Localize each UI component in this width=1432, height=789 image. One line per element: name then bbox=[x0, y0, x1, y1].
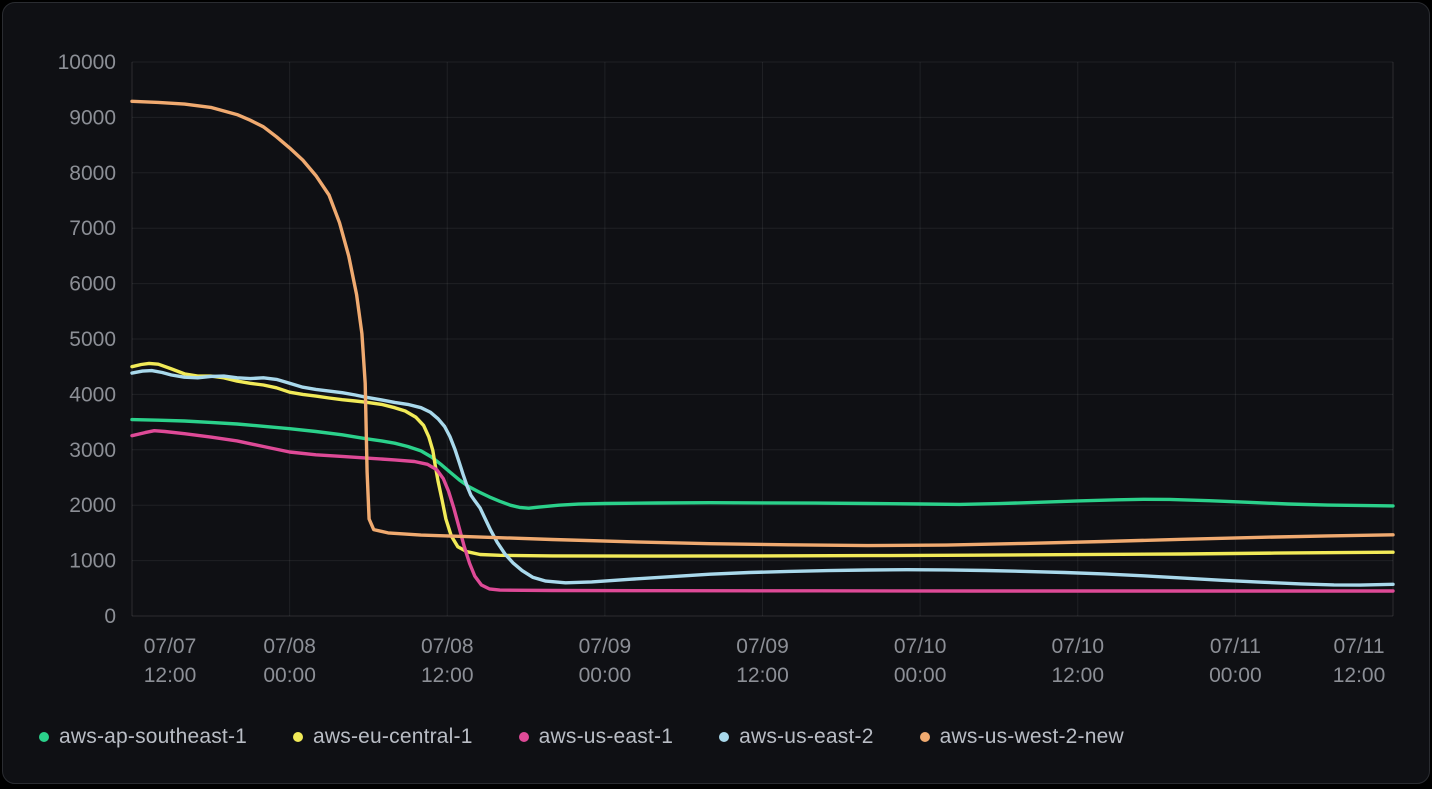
legend-item-aws-ap-southeast-1[interactable]: aws-ap-southeast-1 bbox=[39, 725, 247, 749]
legend-color-dot bbox=[518, 732, 529, 742]
x-tick-label: 07/10 12:00 bbox=[1051, 635, 1104, 687]
legend-color-dot bbox=[39, 732, 49, 742]
chart-legend: aws-ap-southeast-1 aws-eu-central-1 aws-us… bbox=[39, 722, 1124, 752]
x-tick-label: 07/08 00:00 bbox=[263, 635, 316, 687]
y-tick-label: 6000 bbox=[69, 273, 116, 296]
y-tick-label: 5000 bbox=[69, 328, 116, 351]
x-tick-label: 07/10 00:00 bbox=[894, 635, 947, 687]
legend-item-aws-us-west-2-new[interactable]: aws-us-west-2-new bbox=[919, 725, 1124, 749]
line-chart: 0 1000 2000 3000 4000 5000 6000 7000 8000 9000 100… bbox=[58, 51, 1395, 687]
y-tick-label: 1000 bbox=[69, 550, 116, 573]
legend-item-aws-eu-central-1[interactable]: aws-eu-central-1 bbox=[293, 725, 473, 749]
y-tick-label: 2000 bbox=[69, 494, 116, 517]
y-tick-label: 9000 bbox=[69, 106, 116, 129]
legend-label: aws-us-east-1 bbox=[538, 725, 674, 748]
x-tick-label: 07/11 12:00 bbox=[1333, 635, 1386, 687]
series-line-aws-us-east-2 bbox=[130, 368, 1395, 587]
y-tick-label: 3000 bbox=[69, 439, 116, 462]
y-tick-label: 4000 bbox=[69, 383, 116, 406]
x-tick-label: 07/11 00:00 bbox=[1209, 635, 1262, 687]
legend-label: aws-eu-central-1 bbox=[313, 725, 473, 748]
x-tick-label: 07/09 12:00 bbox=[736, 635, 789, 687]
y-tick-label: 0 bbox=[104, 605, 116, 628]
legend-item-aws-us-east-2[interactable]: aws-us-east-2 bbox=[719, 725, 873, 749]
legend-color-dot bbox=[919, 732, 930, 742]
x-tick-label: 07/08 12:00 bbox=[421, 635, 474, 687]
y-tick-label: 8000 bbox=[69, 162, 116, 185]
legend-color-dot bbox=[719, 732, 730, 742]
x-tick-label: 07/09 00:00 bbox=[579, 635, 632, 687]
series-line-aws-us-west-2-new bbox=[130, 99, 1395, 548]
series-line-aws-us-east-1 bbox=[130, 429, 1395, 593]
legend-item-aws-us-east-1[interactable]: aws-us-east-1 bbox=[518, 725, 674, 749]
legend-label: aws-us-west-2-new bbox=[939, 725, 1124, 748]
legend-label: aws-ap-southeast-1 bbox=[59, 725, 248, 748]
y-tick-label: 10000 bbox=[58, 51, 116, 74]
x-tick-label: 07/07 12:00 bbox=[144, 635, 197, 687]
legend-color-dot bbox=[293, 732, 304, 742]
y-tick-label: 7000 bbox=[69, 217, 116, 240]
legend-label: aws-us-east-2 bbox=[739, 725, 874, 748]
series-line-aws-ap-southeast-1 bbox=[130, 417, 1395, 510]
